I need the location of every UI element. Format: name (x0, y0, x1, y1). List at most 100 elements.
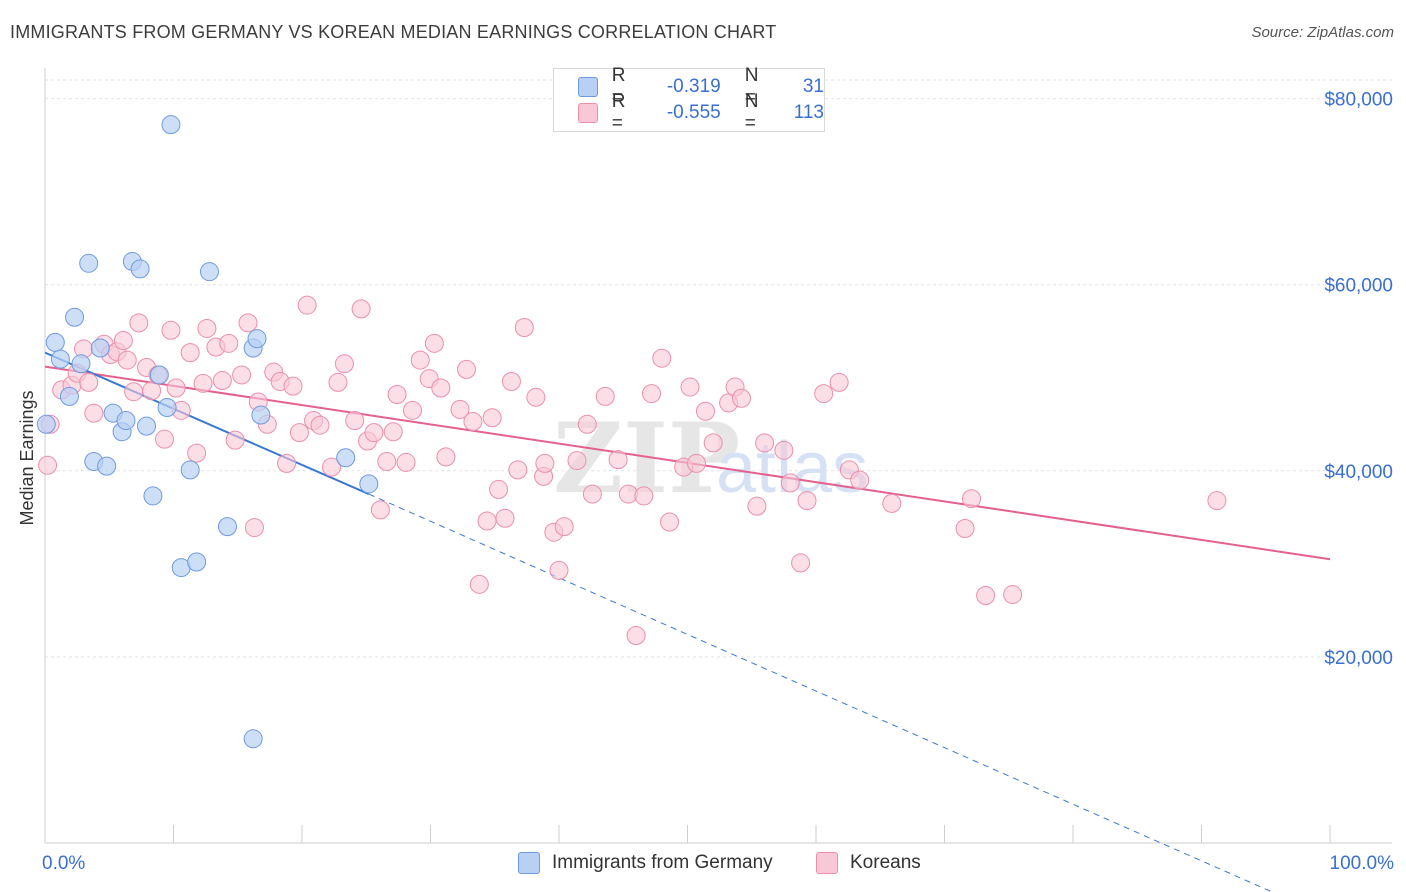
point-koreans (549, 560, 569, 580)
point-koreans (79, 372, 99, 392)
point-germany (79, 253, 99, 273)
point-koreans (1003, 585, 1023, 605)
legend-label-koreans: Koreans (850, 852, 921, 873)
point-koreans (383, 422, 403, 442)
point-koreans (396, 452, 416, 472)
point-koreans (797, 491, 817, 511)
point-koreans (351, 299, 371, 319)
point-koreans (642, 384, 662, 404)
point-germany (65, 307, 85, 327)
point-koreans (328, 372, 348, 392)
point-koreans (142, 381, 162, 401)
point-koreans (747, 496, 767, 516)
axes (44, 68, 1392, 844)
point-koreans (364, 423, 384, 443)
x-tick-label: 100.0% (1330, 853, 1395, 874)
point-germany (157, 398, 177, 418)
point-koreans (477, 511, 497, 531)
point-koreans (703, 433, 723, 453)
point-koreans (976, 585, 996, 605)
point-germany (336, 448, 356, 468)
legend-n-label: N = (744, 91, 759, 134)
point-koreans (595, 386, 615, 406)
point-koreans (193, 373, 213, 393)
point-koreans (850, 470, 870, 490)
legend-swatch-germany (578, 77, 598, 97)
legend-r-value: -0.555 (666, 102, 721, 123)
point-germany (71, 354, 91, 374)
point-koreans (686, 453, 706, 473)
point-germany (199, 262, 219, 282)
point-koreans (277, 453, 297, 473)
point-germany (247, 329, 267, 349)
point-koreans (652, 348, 672, 368)
point-koreans (463, 411, 483, 431)
point-koreans (113, 331, 133, 351)
point-koreans (161, 320, 181, 340)
legend-swatch-koreans (816, 852, 838, 874)
legend-item-koreans: Koreans (816, 852, 921, 874)
y-tick-label: $40,000 (1324, 462, 1393, 483)
point-koreans (955, 518, 975, 538)
point-koreans (345, 411, 365, 431)
source-label: Source: ZipAtlas.com (1251, 24, 1394, 41)
point-koreans (469, 574, 489, 594)
point-koreans (577, 414, 597, 434)
point-koreans (829, 372, 849, 392)
legend-n-value: 113 (793, 102, 824, 123)
point-germany (180, 460, 200, 480)
y-tick-label: $80,000 (1324, 90, 1393, 111)
point-koreans (554, 517, 574, 537)
legend-n-value: 31 (802, 76, 824, 97)
point-koreans (436, 447, 456, 467)
point-koreans (387, 385, 407, 405)
point-koreans (634, 486, 654, 506)
point-koreans (814, 384, 834, 404)
point-germany (149, 365, 169, 385)
point-germany (251, 405, 271, 425)
point-germany (137, 416, 157, 436)
point-koreans (84, 403, 104, 423)
point-germany (243, 729, 263, 749)
point-germany (97, 456, 117, 476)
point-koreans (456, 359, 476, 379)
point-koreans (526, 387, 546, 407)
point-koreans (38, 455, 58, 475)
point-koreans (431, 378, 451, 398)
point-koreans (310, 415, 330, 435)
correlation-legend: R = -0.319 N = 31 R = -0.555 N = 113 (553, 65, 825, 134)
point-koreans (482, 408, 502, 428)
legend-item-germany: Immigrants from Germany (518, 852, 773, 874)
point-koreans (535, 453, 555, 473)
legend-r-label: R = (611, 65, 626, 108)
point-koreans (225, 430, 245, 450)
x-tick-label: 0.0% (42, 853, 85, 874)
point-koreans (187, 443, 207, 463)
point-koreans (626, 626, 646, 646)
point-koreans (424, 333, 444, 353)
data-points (36, 115, 1227, 749)
legend-label-germany: Immigrants from Germany (552, 852, 773, 873)
point-koreans (489, 479, 509, 499)
y-tick-label: $20,000 (1324, 648, 1393, 669)
point-koreans (514, 318, 534, 338)
point-koreans (403, 400, 423, 420)
point-koreans (244, 518, 264, 538)
point-koreans (882, 493, 902, 513)
point-koreans (370, 500, 390, 520)
legend-row-germany: R = -0.319 N = 31 (578, 65, 824, 108)
point-koreans (124, 382, 144, 402)
point-germany (187, 552, 207, 572)
point-germany (90, 338, 110, 358)
point-koreans (501, 371, 521, 391)
point-koreans (238, 313, 258, 333)
point-koreans (567, 451, 587, 471)
point-koreans (166, 378, 186, 398)
point-germany (161, 115, 181, 135)
point-germany (116, 411, 136, 431)
point-koreans (582, 484, 602, 504)
series-legend: Immigrants from Germany Koreans (0, 852, 1406, 878)
legend-swatch-germany (518, 852, 540, 874)
point-germany (217, 517, 237, 537)
